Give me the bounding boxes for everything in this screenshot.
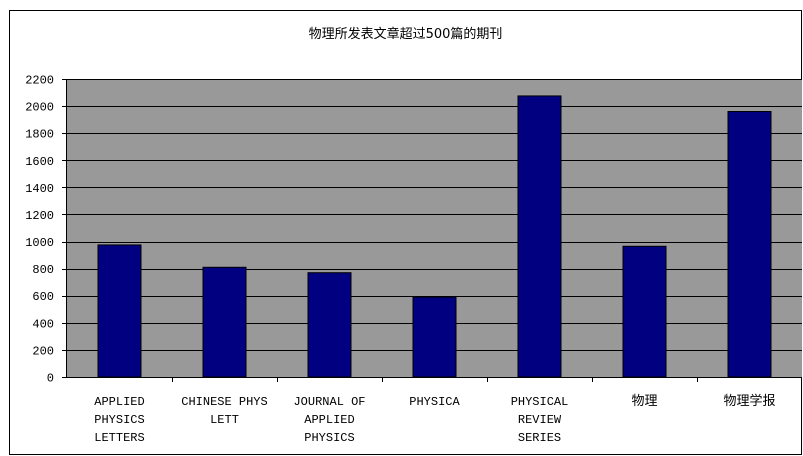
bar-6 <box>727 111 772 378</box>
x-tick-label: PHYSICS <box>304 431 354 445</box>
y-tick-label: 600 <box>32 290 54 304</box>
x-tick-label: PHYSICA <box>409 395 460 409</box>
x-tick-labels: APPLIED PHYSICS LETTERS CHINESE PHYS LETT JOU… <box>94 393 775 445</box>
x-tick-label: PHYSICS <box>94 413 144 427</box>
y-tick-labels: 0 200 400 600 800 1000 1200 1400 1600 1800 2000 220… <box>25 74 54 386</box>
y-tick-label: 1400 <box>25 182 54 196</box>
x-tick-label: LETT <box>210 413 239 427</box>
bars <box>97 95 772 378</box>
y-tick-label: 800 <box>32 263 54 277</box>
x-tick-label: APPLIED <box>304 413 354 427</box>
y-tick-label: 1600 <box>25 155 54 169</box>
y-tick-label: 400 <box>32 317 54 331</box>
x-tick-label: LETTERS <box>94 431 144 445</box>
bar-0 <box>97 244 142 378</box>
x-tick-label: SERIES <box>518 431 561 445</box>
y-tick-label: 1200 <box>25 209 54 223</box>
x-tick-label: JOURNAL OF <box>293 395 365 409</box>
y-tick-label: 2200 <box>25 74 54 88</box>
y-tick-label: 0 <box>47 372 54 386</box>
chart-title: 物理所发表文章超过500篇的期刊 <box>308 27 503 42</box>
x-tick-label: REVIEW <box>518 413 562 427</box>
bar-5 <box>622 245 667 378</box>
x-tick-label: 物理学报 <box>723 393 775 409</box>
gridlines <box>67 79 802 351</box>
y-tick-label: 1800 <box>25 128 54 142</box>
y-tick-label: 200 <box>32 344 54 358</box>
x-tick-label: PHYSICAL <box>511 395 569 409</box>
x-tick-label: APPLIED <box>94 395 144 409</box>
axes <box>62 79 802 382</box>
x-tick-label: CHINESE PHYS <box>181 395 267 409</box>
x-tick-label: 物理 <box>631 394 657 409</box>
y-tick-label: 1000 <box>25 236 54 250</box>
bar-1 <box>202 266 247 378</box>
bar-2 <box>307 272 352 378</box>
bar-3 <box>412 296 457 378</box>
y-tick-label: 2000 <box>25 101 54 115</box>
bar-4 <box>517 95 562 378</box>
